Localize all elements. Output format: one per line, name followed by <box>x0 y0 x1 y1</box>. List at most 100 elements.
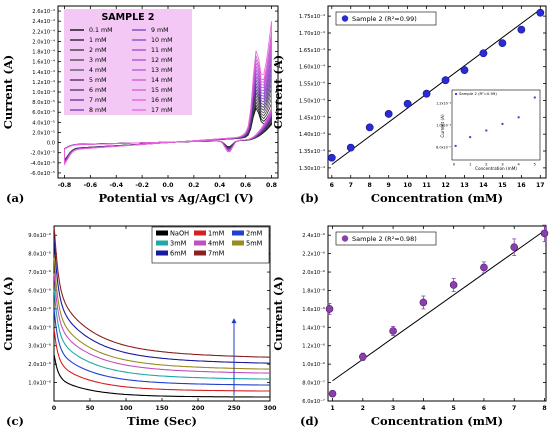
legend-label: 7 mM <box>89 97 107 104</box>
x-tick-label: 8 <box>368 182 372 189</box>
x-tick-label: 9 <box>387 182 391 189</box>
legend-marker <box>341 235 349 242</box>
plot-frame <box>327 5 547 179</box>
legend-box <box>64 9 192 115</box>
y-tick-label: 8.0x10⁻⁶ <box>28 252 51 258</box>
x-tick-label: 3 <box>391 405 395 412</box>
data-point <box>422 89 431 98</box>
data-point <box>536 8 545 17</box>
legend-label: 5mM <box>246 239 263 247</box>
y-axis-label: Current (A) <box>271 276 285 350</box>
y-tick-label: 1.8x10⁻⁴ <box>32 50 55 56</box>
inset-x-tick-label: 4 <box>517 162 520 167</box>
y-tick-label: 1.40x10⁻⁴ <box>299 132 325 138</box>
data-point <box>540 229 549 238</box>
y-tick-label: -2.0x10⁻⁵ <box>30 151 55 157</box>
inset-x-tick-label: 2 <box>485 162 488 167</box>
plot-frame <box>327 225 547 402</box>
legend: NaOH 1mM 2mM 3mM 4mM 5mM 6mM 7mM <box>151 226 270 264</box>
legend-box <box>335 11 437 26</box>
y-tick-label: 7.0x10⁻⁶ <box>28 270 51 276</box>
x-tick-label: -0.6 <box>84 182 98 189</box>
data-point <box>365 123 374 132</box>
data-point <box>389 327 397 335</box>
x-tick-label: 17 <box>536 182 545 189</box>
inset-y-tick-label: 8.0x10⁻⁵ <box>436 146 452 150</box>
y-tick-label: 4.0x10⁻⁶ <box>28 325 51 331</box>
y-tick-label: 5.0x10⁻⁶ <box>28 307 51 313</box>
legend-marker <box>341 15 349 22</box>
legend-swatch <box>156 230 168 236</box>
y-tick-label: 8.0x10⁻⁵ <box>32 100 55 106</box>
x-tick-label: 0 <box>52 405 57 412</box>
ca-curve-3mM <box>53 290 270 380</box>
legend-label: 14 mM <box>151 77 173 84</box>
data-point <box>325 305 334 313</box>
data-point <box>419 298 428 307</box>
data-point <box>328 389 337 398</box>
ca-curve-2mM <box>53 309 270 386</box>
legend-label: 1 mM <box>89 37 107 44</box>
legend-label: 10 mM <box>151 37 173 44</box>
y-tick-label: 2.4x10⁻⁶ <box>302 233 325 239</box>
y-tick-label: 1.0x10⁻⁶ <box>302 362 325 368</box>
panel-label: (a) <box>6 191 24 205</box>
y-tick-label: 4.0x10⁻⁵ <box>32 120 55 126</box>
y-tick-label: 6.0x10⁻⁷ <box>302 399 325 405</box>
legend-label: 7mM <box>208 249 225 257</box>
legend-label: 2 mM <box>89 47 107 54</box>
x-tick-label: 12 <box>441 182 450 189</box>
legend-label: 17 mM <box>151 107 173 114</box>
data-point <box>327 153 336 162</box>
y-tick-label: 1.8x10⁻⁶ <box>302 288 325 294</box>
x-tick-label: 6 <box>482 405 486 412</box>
x-tick-label: 200 <box>192 405 206 412</box>
x-tick-label: 5 <box>451 405 455 412</box>
data-point <box>346 143 355 152</box>
inset-data-point <box>469 136 472 139</box>
ca-curve-NaOH <box>53 354 270 398</box>
data-point <box>449 281 458 289</box>
x-tick-label: 15 <box>498 182 507 189</box>
y-tick-label: 1.55x10⁻⁴ <box>299 82 325 88</box>
legend-swatch <box>156 240 168 246</box>
inset-data-point <box>501 122 504 125</box>
data-point <box>479 49 488 58</box>
legend-swatch <box>194 250 206 256</box>
inset-legend-label: Sample 2 (R²=0.99) <box>459 91 497 96</box>
data-point <box>384 110 393 118</box>
y-tick-label: 6.0x10⁻⁶ <box>28 288 51 294</box>
y-tick-label: 1.45x10⁻⁴ <box>299 115 325 121</box>
legend-label: Sample 2 (R²=0.98) <box>352 235 417 243</box>
x-axis-label: Potential vs Ag/AgCl (V) <box>98 191 253 205</box>
x-tick-label: 100 <box>120 405 134 412</box>
fit-line <box>331 8 541 165</box>
legend-label: 13 mM <box>151 67 173 74</box>
legend-swatch <box>156 250 168 256</box>
legend-label: 5 mM <box>89 77 107 84</box>
x-tick-label: 2 <box>361 405 365 412</box>
x-tick-label: 0.2 <box>188 182 199 189</box>
x-tick-label: 250 <box>228 405 242 412</box>
legend-label: 9 mM <box>151 27 169 34</box>
legend-label: 3 mM <box>89 57 107 64</box>
x-tick-label: 0.0 <box>163 182 175 189</box>
x-axis-label: Time (Sec) <box>127 414 197 428</box>
data-point <box>441 76 450 85</box>
y-tick-label: 1.70x10⁻⁴ <box>299 31 325 37</box>
data-point <box>510 243 519 251</box>
y-tick-label: 2.0x10⁻⁶ <box>28 362 51 368</box>
legend-label: 6mM <box>170 249 187 257</box>
inset-data-point <box>533 96 536 99</box>
x-tick-label: -0.8 <box>58 182 72 189</box>
y-axis-label: Current (A) <box>1 55 15 129</box>
inset-y-label: Current (A) <box>440 114 445 138</box>
y-tick-label: 1.30x10⁻⁴ <box>299 166 325 172</box>
inset-x-label: Concentration (mM) <box>475 166 517 171</box>
legend: SAMPLE 2 0.1 mM 1 mM 2 mM 3 mM 4 mM 5 mM 6 mM 7 … <box>64 9 192 115</box>
panel-a-cv-curves: -0.8 -0.6 -0.4 -0.2 0.0 0.2 0.4 0.6 0.8 -6.0x10⁻⁵… <box>1 5 279 205</box>
legend-label: 0.1 mM <box>89 27 113 34</box>
x-tick-label: 0.8 <box>266 182 277 189</box>
legend-title: SAMPLE 2 <box>101 12 154 23</box>
inset-frame <box>451 89 541 161</box>
